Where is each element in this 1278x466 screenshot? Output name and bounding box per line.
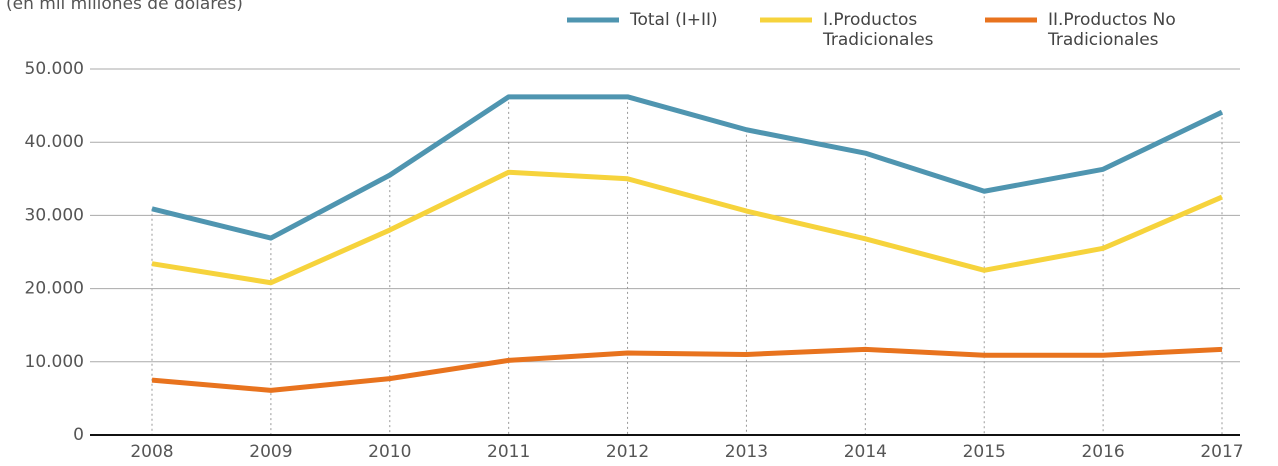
x-tick-label: 2016 [1081, 442, 1124, 462]
legend-label: I.Productos Tradicionales [823, 10, 934, 50]
x-tick-label: 2013 [725, 442, 768, 462]
y-tick-label: 0 [73, 425, 84, 445]
x-tick-label: 2011 [487, 442, 530, 462]
x-tick-label: 2015 [963, 442, 1006, 462]
legend-label: Total (I+II) [630, 10, 718, 30]
y-tick-label: 50.000 [25, 59, 84, 79]
x-tick-label: 2014 [844, 442, 887, 462]
y-tick-label: 20.000 [25, 279, 84, 299]
series-line [151, 94, 1224, 241]
x-tick-label: 2008 [130, 442, 173, 462]
x-tick-label: 2009 [249, 442, 292, 462]
x-tick-label: 2010 [368, 442, 411, 462]
chart-subtitle: (en mil millones de dólares) [6, 0, 243, 14]
x-tick-label: 2012 [606, 442, 649, 462]
y-tick-label: 10.000 [25, 352, 84, 372]
y-tick-label: 40.000 [25, 132, 84, 152]
series-line [151, 169, 1223, 286]
series-line [151, 346, 1223, 393]
legend-label: II.Productos No Tradicionales [1048, 10, 1176, 50]
x-tick-label: 2017 [1200, 442, 1243, 462]
y-tick-label: 30.000 [25, 205, 84, 225]
